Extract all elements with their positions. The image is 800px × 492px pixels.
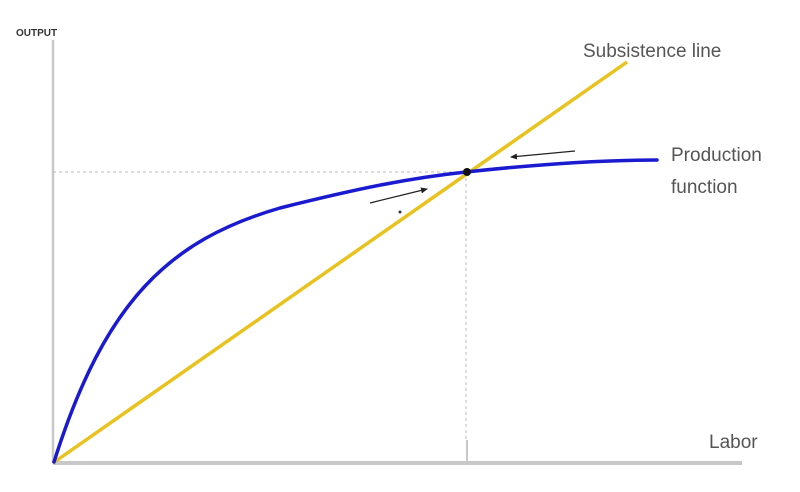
arrow-right-icon bbox=[369, 187, 428, 204]
equilibrium-point bbox=[463, 168, 471, 176]
subsistence-line-label: Subsistence line bbox=[583, 41, 721, 62]
small-dot bbox=[398, 210, 402, 214]
production-function-label-line2: function bbox=[671, 177, 738, 198]
production-function-curve bbox=[52, 158, 659, 464]
x-axis-label: Labor bbox=[709, 432, 758, 453]
arrow-left-icon bbox=[510, 150, 576, 160]
production-function-label-line1: Production bbox=[671, 145, 762, 166]
subsistence-line bbox=[51, 60, 629, 465]
y-axis-label: OUTPUT bbox=[16, 28, 57, 39]
